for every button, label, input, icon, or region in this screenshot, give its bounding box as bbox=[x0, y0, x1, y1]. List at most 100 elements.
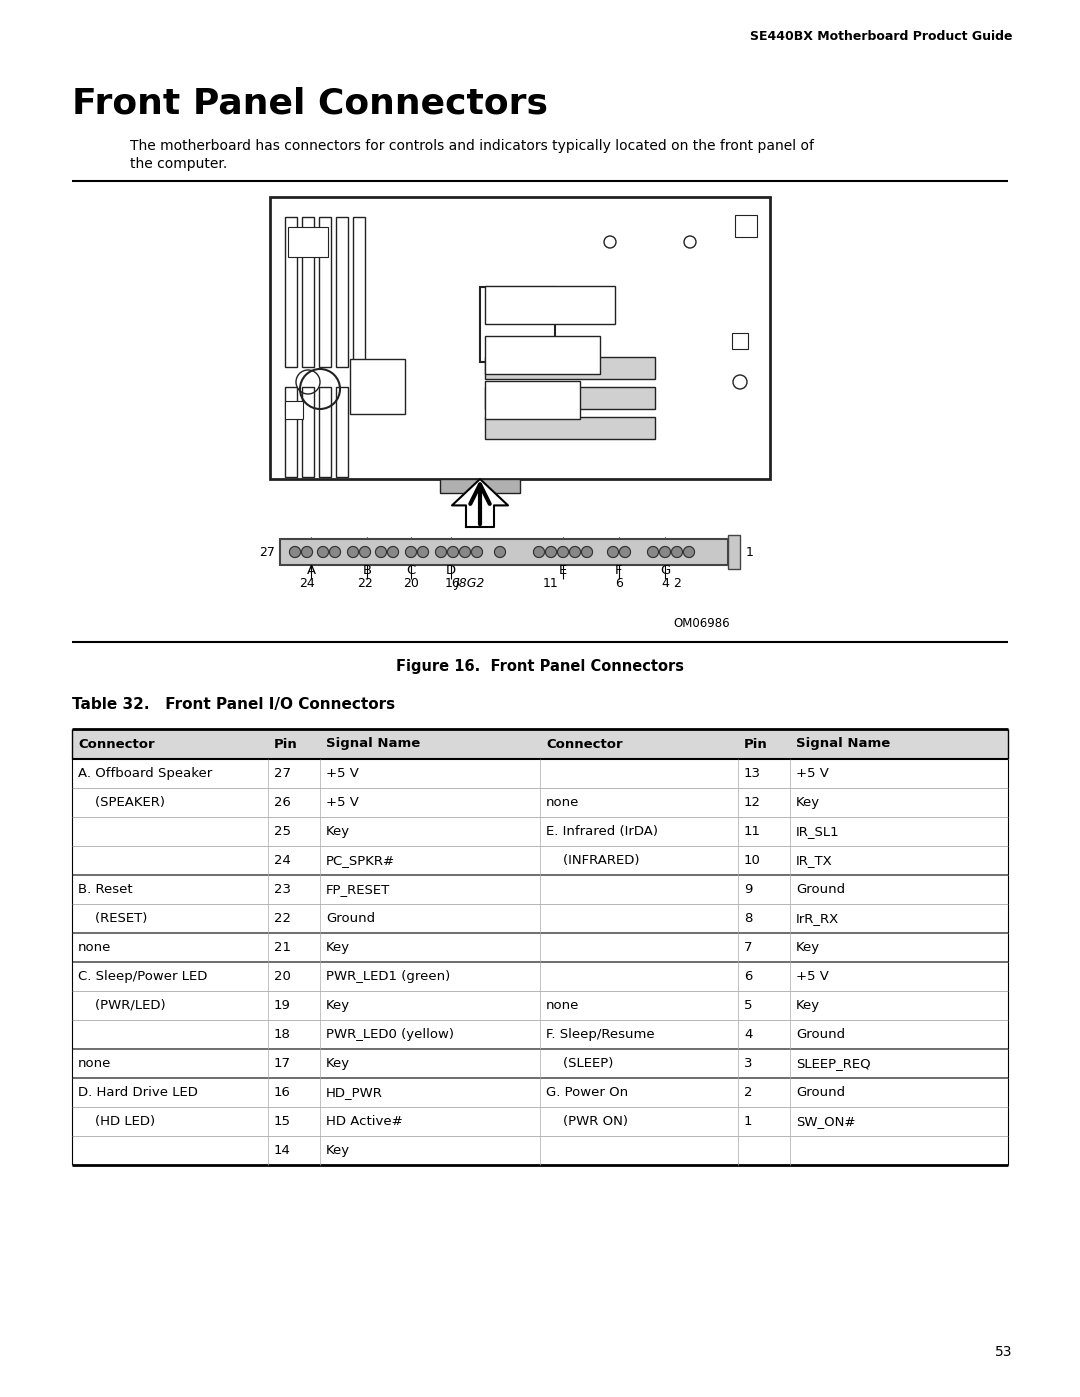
Text: Signal Name: Signal Name bbox=[326, 738, 420, 750]
Text: none: none bbox=[546, 796, 579, 809]
Text: Signal Name: Signal Name bbox=[796, 738, 890, 750]
Text: Key: Key bbox=[326, 999, 350, 1011]
Text: B. Reset: B. Reset bbox=[78, 883, 133, 895]
Circle shape bbox=[301, 546, 312, 557]
Bar bbox=[336, 217, 348, 367]
Text: A: A bbox=[307, 564, 315, 577]
Text: SW_ON#: SW_ON# bbox=[796, 1115, 855, 1127]
Text: 14: 14 bbox=[274, 1144, 291, 1157]
Text: 4: 4 bbox=[744, 1028, 753, 1041]
Circle shape bbox=[360, 546, 370, 557]
Text: 6: 6 bbox=[744, 970, 753, 983]
Bar bbox=[319, 217, 330, 367]
Text: 19: 19 bbox=[274, 999, 291, 1011]
Text: Connector: Connector bbox=[546, 738, 623, 750]
Text: 27: 27 bbox=[259, 545, 275, 559]
Text: G. Power On: G. Power On bbox=[546, 1085, 629, 1099]
Text: 10: 10 bbox=[744, 854, 761, 868]
Text: 2: 2 bbox=[744, 1085, 753, 1099]
Text: D. Hard Drive LED: D. Hard Drive LED bbox=[78, 1085, 198, 1099]
Text: F. Sleep/Resume: F. Sleep/Resume bbox=[546, 1028, 654, 1041]
Text: 53: 53 bbox=[995, 1345, 1012, 1359]
Circle shape bbox=[495, 546, 505, 557]
Text: (INFRARED): (INFRARED) bbox=[546, 854, 639, 868]
Circle shape bbox=[435, 546, 446, 557]
Text: 16: 16 bbox=[274, 1085, 291, 1099]
Text: F: F bbox=[616, 564, 623, 577]
Text: Figure 16.  Front Panel Connectors: Figure 16. Front Panel Connectors bbox=[396, 659, 684, 673]
Text: +5 V: +5 V bbox=[326, 767, 359, 780]
Circle shape bbox=[318, 546, 328, 557]
Text: E. Infrared (IrDA): E. Infrared (IrDA) bbox=[546, 826, 658, 838]
Circle shape bbox=[557, 546, 568, 557]
Bar bbox=[732, 332, 748, 349]
Text: Table 32.   Front Panel I/O Connectors: Table 32. Front Panel I/O Connectors bbox=[72, 697, 395, 712]
Text: 25: 25 bbox=[274, 826, 291, 838]
Circle shape bbox=[684, 546, 694, 557]
Text: 17: 17 bbox=[274, 1058, 291, 1070]
Circle shape bbox=[569, 546, 581, 557]
Text: Key: Key bbox=[326, 1144, 350, 1157]
Text: PWR_LED1 (green): PWR_LED1 (green) bbox=[326, 970, 450, 983]
Text: 5: 5 bbox=[744, 999, 753, 1011]
Bar bbox=[288, 226, 328, 257]
Bar bbox=[735, 215, 757, 237]
Text: D: D bbox=[446, 564, 456, 577]
Bar bbox=[319, 387, 330, 476]
Bar bbox=[72, 729, 1008, 759]
Circle shape bbox=[648, 546, 659, 557]
Text: Pin: Pin bbox=[274, 738, 298, 750]
Text: 12: 12 bbox=[744, 796, 761, 809]
Text: 13: 13 bbox=[744, 767, 761, 780]
Text: 8: 8 bbox=[744, 912, 753, 925]
Text: 3: 3 bbox=[744, 1058, 753, 1070]
Text: Key: Key bbox=[326, 942, 350, 954]
Text: SE440BX Motherboard Product Guide: SE440BX Motherboard Product Guide bbox=[750, 29, 1012, 43]
Text: 1: 1 bbox=[744, 1115, 753, 1127]
Text: 1: 1 bbox=[746, 545, 754, 559]
Circle shape bbox=[348, 546, 359, 557]
Text: 4: 4 bbox=[661, 577, 669, 590]
Circle shape bbox=[376, 546, 387, 557]
Text: J8G2: J8G2 bbox=[456, 577, 485, 590]
Text: HD Active#: HD Active# bbox=[326, 1115, 403, 1127]
Text: (SPEAKER): (SPEAKER) bbox=[78, 796, 165, 809]
Bar bbox=[485, 286, 615, 324]
Text: none: none bbox=[78, 942, 111, 954]
Text: none: none bbox=[78, 1058, 111, 1070]
Bar bbox=[285, 387, 297, 476]
Circle shape bbox=[534, 546, 544, 557]
Text: B: B bbox=[363, 564, 372, 577]
Text: +5 V: +5 V bbox=[796, 970, 828, 983]
Bar bbox=[285, 401, 303, 419]
Text: 11: 11 bbox=[744, 826, 761, 838]
Text: Ground: Ground bbox=[796, 1028, 846, 1041]
Text: Key: Key bbox=[796, 796, 820, 809]
Text: (PWR/LED): (PWR/LED) bbox=[78, 999, 165, 1011]
Bar bbox=[485, 337, 600, 374]
Text: none: none bbox=[546, 999, 579, 1011]
Polygon shape bbox=[453, 479, 508, 527]
Text: 24: 24 bbox=[274, 854, 291, 868]
Bar bbox=[353, 217, 365, 367]
Text: Key: Key bbox=[796, 999, 820, 1011]
Text: 9: 9 bbox=[744, 883, 753, 895]
Bar bbox=[480, 286, 555, 362]
Text: (SLEEP): (SLEEP) bbox=[546, 1058, 613, 1070]
Text: C: C bbox=[406, 564, 416, 577]
Circle shape bbox=[459, 546, 471, 557]
Text: 24: 24 bbox=[299, 577, 315, 590]
Text: (HD LED): (HD LED) bbox=[78, 1115, 156, 1127]
Bar bbox=[270, 197, 770, 479]
Text: 21: 21 bbox=[274, 942, 291, 954]
Text: +5 V: +5 V bbox=[326, 796, 359, 809]
Text: C. Sleep/Power LED: C. Sleep/Power LED bbox=[78, 970, 207, 983]
Text: Key: Key bbox=[326, 1058, 350, 1070]
Text: 22: 22 bbox=[274, 912, 291, 925]
Circle shape bbox=[388, 546, 399, 557]
Circle shape bbox=[405, 546, 417, 557]
Text: the computer.: the computer. bbox=[130, 156, 227, 170]
Bar bbox=[280, 539, 728, 564]
Circle shape bbox=[581, 546, 593, 557]
Circle shape bbox=[660, 546, 671, 557]
